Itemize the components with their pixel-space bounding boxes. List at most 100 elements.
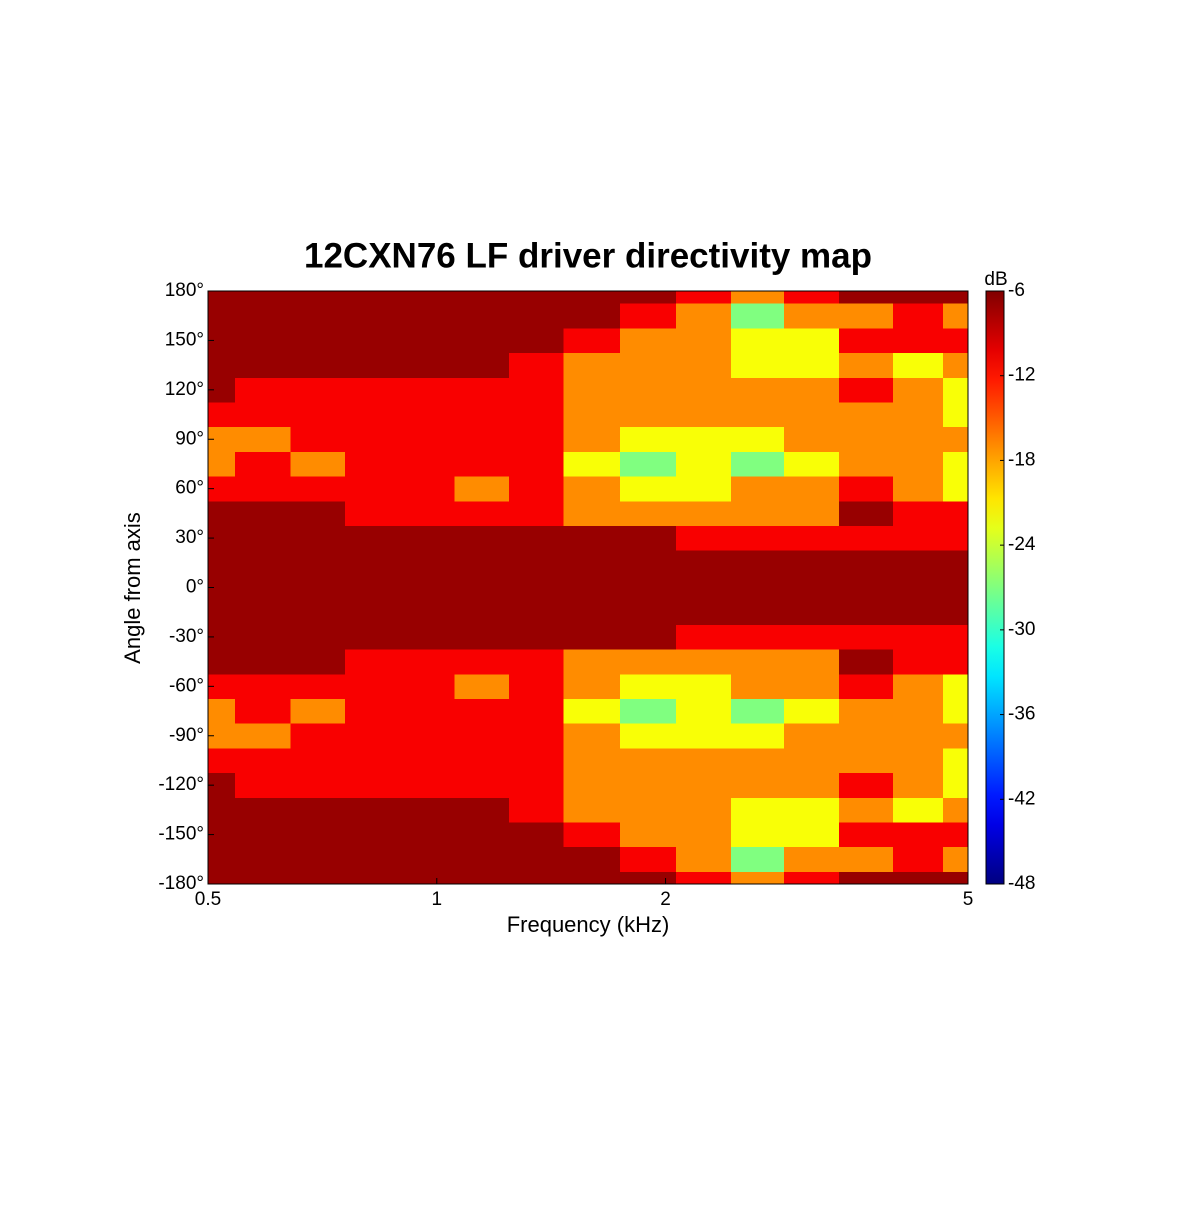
contour-cell bbox=[731, 525, 785, 551]
contour-cell bbox=[290, 303, 346, 329]
contour-cell bbox=[784, 352, 840, 378]
contour-cell bbox=[454, 377, 510, 403]
contour-cell bbox=[784, 476, 840, 502]
y-tick-label: 0° bbox=[186, 577, 204, 598]
contour-cell bbox=[454, 550, 510, 576]
contour-cell bbox=[344, 648, 400, 675]
contour-cell bbox=[893, 821, 944, 848]
contour-cell bbox=[619, 327, 677, 354]
contour-cell bbox=[942, 698, 968, 724]
y-tick-label: -180° bbox=[158, 873, 204, 894]
contour-cell bbox=[893, 291, 944, 304]
contour-cell bbox=[839, 550, 894, 576]
contour-cell bbox=[563, 574, 621, 601]
colorbar-tick-label: -24 bbox=[1008, 534, 1036, 555]
contour-cell bbox=[839, 821, 894, 848]
contour-cell bbox=[344, 550, 400, 576]
contour-cell bbox=[676, 377, 732, 403]
contour-cell bbox=[784, 846, 840, 872]
contour-cell bbox=[676, 871, 732, 884]
contour-cell bbox=[563, 500, 621, 527]
contour-cell bbox=[619, 624, 677, 650]
contour-cell bbox=[235, 426, 292, 452]
contour-cell bbox=[398, 352, 456, 378]
contour-cell bbox=[344, 698, 400, 724]
contour-cell bbox=[290, 401, 346, 428]
contour-cell bbox=[398, 772, 456, 798]
contour-cell bbox=[839, 846, 894, 872]
contour-cell bbox=[398, 327, 456, 354]
contour-cell bbox=[839, 426, 894, 452]
contour-cell bbox=[290, 797, 346, 823]
contour-cell bbox=[208, 698, 236, 724]
contour-cell bbox=[619, 772, 677, 798]
contour-cell bbox=[398, 476, 456, 502]
contour-cell bbox=[509, 426, 565, 452]
contour-cell bbox=[731, 871, 785, 884]
contour-cell bbox=[398, 648, 456, 675]
y-tick-label: 120° bbox=[165, 379, 204, 400]
contour-cell bbox=[731, 698, 785, 724]
contour-cell bbox=[784, 871, 840, 884]
contour-cell bbox=[942, 797, 968, 823]
contour-cell bbox=[509, 871, 565, 884]
contour-cell bbox=[619, 574, 677, 601]
contour-cell bbox=[619, 426, 677, 452]
contour-cell bbox=[676, 550, 732, 576]
contour-cell bbox=[290, 426, 346, 452]
contour-cell bbox=[942, 648, 968, 675]
contour-cell bbox=[344, 673, 400, 699]
contour-cell bbox=[509, 673, 565, 699]
contour-cell bbox=[893, 426, 944, 452]
colorbar-tick-label: -36 bbox=[1008, 704, 1035, 725]
contour-cell bbox=[235, 500, 292, 527]
contour-cell bbox=[344, 821, 400, 848]
contour-cell bbox=[676, 797, 732, 823]
contour-cell bbox=[509, 550, 565, 576]
contour-cell bbox=[784, 327, 840, 354]
contour-cell bbox=[731, 500, 785, 527]
contour-cell bbox=[563, 624, 621, 650]
contour-cell bbox=[344, 327, 400, 354]
y-tick-label: 60° bbox=[175, 478, 204, 499]
contour-cell bbox=[893, 846, 944, 872]
contour-cell bbox=[509, 846, 565, 872]
contour-cell bbox=[676, 723, 732, 749]
contour-cell bbox=[676, 525, 732, 551]
contour-cell bbox=[893, 624, 944, 650]
contour-cell bbox=[942, 624, 968, 650]
contour-cell bbox=[731, 599, 785, 625]
contour-cell bbox=[676, 303, 732, 329]
contour-cell bbox=[893, 698, 944, 724]
contour-cell bbox=[344, 451, 400, 477]
contour-cell bbox=[290, 747, 346, 774]
contour-cell bbox=[563, 327, 621, 354]
contour-cell bbox=[731, 426, 785, 452]
contour-cell bbox=[619, 747, 677, 774]
y-tick-label: 90° bbox=[175, 428, 204, 449]
contour-cell bbox=[731, 401, 785, 428]
contour-cell bbox=[454, 291, 510, 304]
contour-cell bbox=[676, 698, 732, 724]
contour-cell bbox=[619, 698, 677, 724]
contour-cell bbox=[454, 476, 510, 502]
contour-cell bbox=[893, 327, 944, 354]
contour-cell bbox=[398, 401, 456, 428]
contour-cell bbox=[208, 599, 236, 625]
contour-cell bbox=[731, 846, 785, 872]
y-tick-label: 30° bbox=[175, 527, 204, 548]
contour-cell bbox=[454, 821, 510, 848]
contour-cell bbox=[676, 846, 732, 872]
contour-cell bbox=[619, 525, 677, 551]
contour-cell bbox=[676, 352, 732, 378]
contour-cell bbox=[731, 377, 785, 403]
y-tick-label: 150° bbox=[165, 329, 204, 350]
colorbar-label: dB bbox=[984, 269, 1007, 290]
contour-cell bbox=[290, 327, 346, 354]
contour-cell bbox=[942, 673, 968, 699]
contour-cell bbox=[344, 401, 400, 428]
contour-cell bbox=[784, 821, 840, 848]
contour-cell bbox=[208, 352, 236, 378]
contour-cell bbox=[509, 797, 565, 823]
